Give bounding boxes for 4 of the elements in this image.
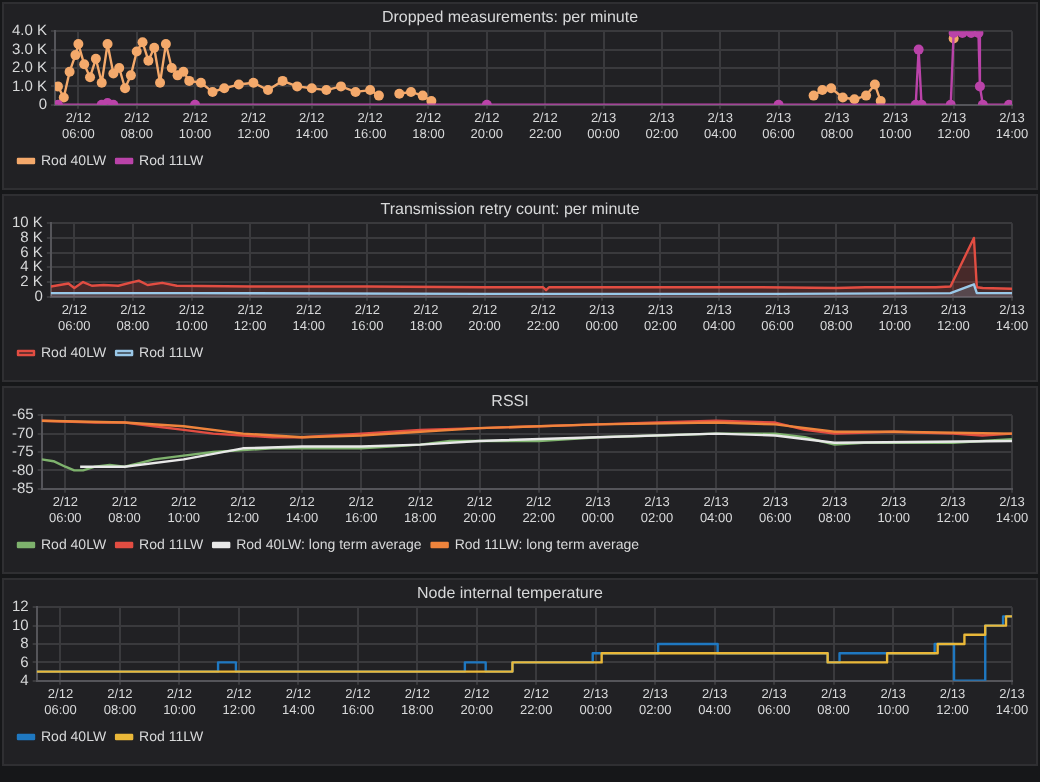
- chart-title: Dropped measurements: per minute: [381, 8, 640, 27]
- chart-title: Transmission retry count: per minute: [380, 200, 641, 219]
- chart-title: Node internal temperature: [417, 584, 605, 603]
- chart-title: RSSI: [491, 392, 529, 411]
